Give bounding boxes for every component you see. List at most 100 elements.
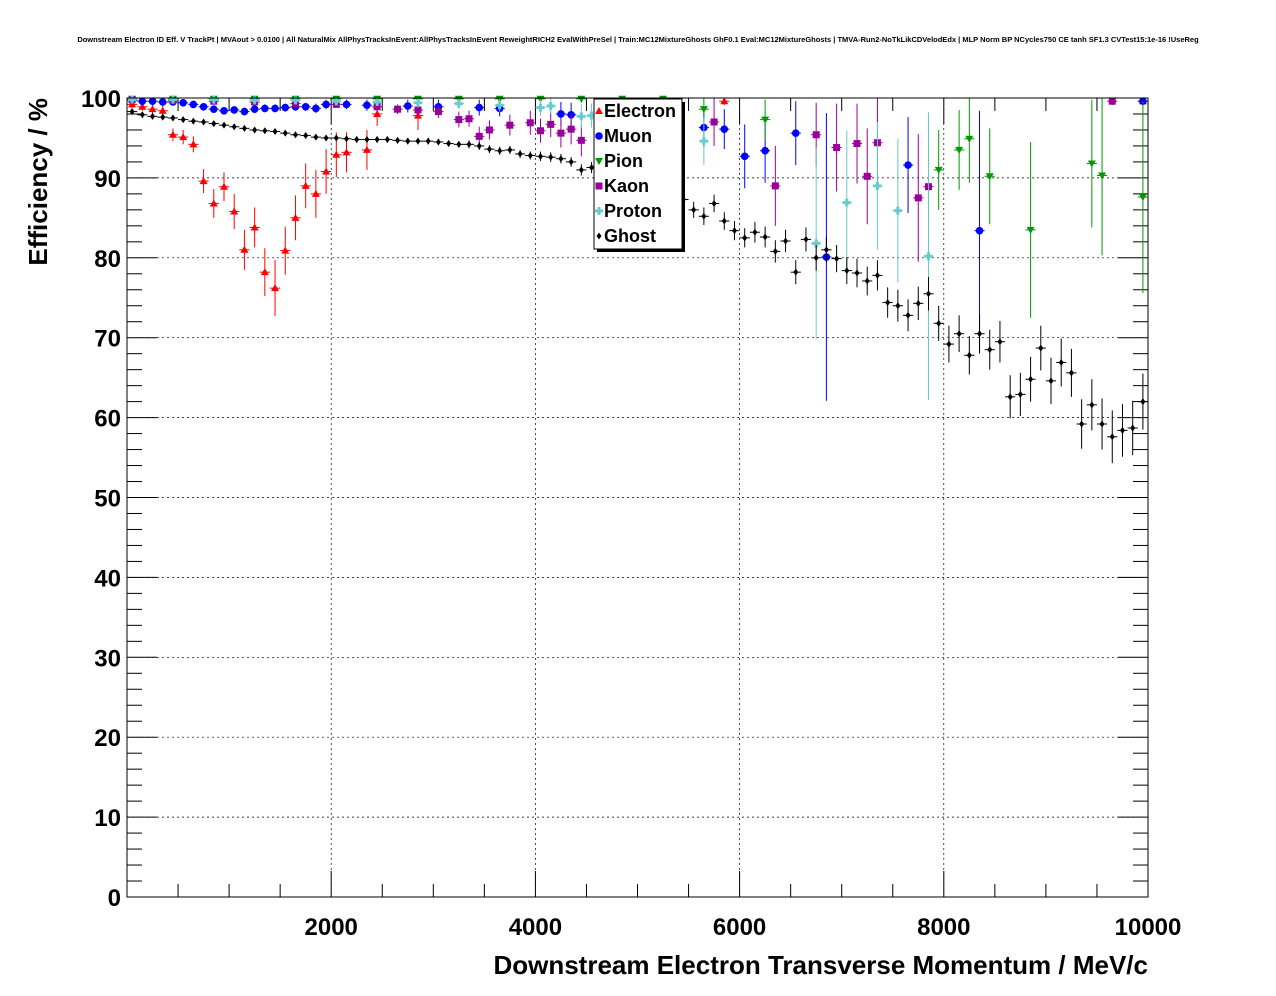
data-point — [842, 198, 851, 207]
data-point — [1109, 433, 1115, 441]
data-point — [374, 136, 380, 144]
data-point — [332, 97, 341, 106]
data-point — [281, 103, 290, 112]
data-point — [936, 319, 942, 327]
data-point — [812, 239, 821, 248]
data-point — [475, 132, 483, 140]
data-point — [914, 194, 922, 202]
data-point — [813, 254, 819, 262]
y-tick-label: 60 — [94, 406, 121, 433]
data-point — [150, 112, 156, 120]
data-point — [303, 132, 309, 140]
data-point — [1089, 401, 1095, 409]
data-point — [526, 119, 534, 127]
data-point — [934, 166, 943, 174]
data-point — [506, 121, 514, 129]
y-tick-label: 20 — [94, 725, 121, 752]
y-axis-label: Efficiency / % — [23, 98, 53, 266]
data-point — [138, 97, 147, 105]
x-tick-label: 6000 — [713, 914, 766, 941]
data-point — [190, 117, 196, 125]
data-point — [455, 116, 463, 124]
data-point — [170, 114, 176, 122]
data-point — [1068, 369, 1074, 377]
legend: Electron Muon Pion Kaon Proton Ghost — [593, 98, 685, 252]
legend-box — [593, 98, 683, 250]
data-point — [465, 115, 473, 123]
y-tick-label: 10 — [94, 805, 121, 832]
data-point — [527, 152, 533, 160]
x-tick-label: 4000 — [509, 914, 562, 941]
data-point — [711, 199, 717, 207]
data-point — [1058, 358, 1064, 366]
data-point — [771, 182, 779, 190]
axes: 2000 4000 6000 8000 10000 0 10 20 30 40 50 60 70 80 90… — [81, 86, 1181, 941]
data-point — [955, 146, 964, 154]
data-point — [740, 152, 749, 161]
data-point — [373, 109, 382, 117]
data-point — [752, 228, 758, 236]
data-point — [209, 95, 218, 104]
data-point — [761, 146, 769, 155]
data-point — [363, 101, 371, 109]
data-point — [168, 95, 177, 104]
data-point — [1119, 426, 1125, 434]
legend-marker — [595, 158, 603, 165]
data-point — [1108, 97, 1116, 105]
data-point — [893, 206, 902, 215]
data-point — [189, 140, 198, 148]
plot-border — [126, 97, 1149, 898]
data-point — [567, 125, 575, 133]
data-point — [333, 134, 339, 142]
data-point — [904, 161, 912, 169]
y-tick-label: 40 — [94, 565, 121, 592]
data-point — [250, 105, 259, 113]
data-point — [201, 118, 207, 126]
data-point — [517, 150, 523, 158]
data-point — [864, 277, 870, 285]
data-point — [344, 135, 350, 143]
data-point — [454, 99, 463, 108]
data-point — [180, 116, 186, 124]
data-point — [691, 206, 697, 214]
legend-marker — [595, 207, 603, 215]
data-point — [312, 104, 320, 113]
data-point — [199, 177, 208, 185]
data-point — [322, 167, 331, 175]
legend-label: Pion — [604, 151, 643, 171]
legend-marker — [596, 232, 602, 240]
data-point — [966, 351, 972, 359]
data-point — [536, 103, 545, 112]
data-point — [761, 116, 770, 124]
y-tick-label: 50 — [94, 486, 121, 513]
series-ghost — [127, 108, 1148, 464]
data-point — [291, 96, 300, 105]
legend-marker — [595, 182, 603, 190]
data-point — [160, 113, 166, 121]
data-point — [772, 247, 778, 255]
data-point — [720, 97, 729, 105]
data-point — [925, 290, 931, 298]
data-point — [179, 98, 187, 107]
data-point — [475, 103, 484, 112]
data-point — [1098, 172, 1107, 180]
data-point — [394, 105, 402, 113]
data-point — [577, 136, 585, 144]
data-point — [272, 128, 278, 136]
data-point — [762, 233, 768, 241]
data-point — [977, 330, 983, 338]
data-point — [221, 121, 227, 129]
data-point — [558, 155, 564, 163]
data-point — [373, 103, 381, 111]
data-point — [291, 213, 300, 221]
data-point — [158, 98, 167, 106]
data-point — [587, 111, 596, 120]
data-point — [456, 140, 462, 148]
series-layer — [127, 95, 1148, 464]
data-point — [262, 127, 268, 135]
data-point — [211, 120, 217, 128]
data-point — [546, 101, 555, 110]
data-point — [476, 142, 482, 150]
data-point — [985, 173, 994, 181]
data-point — [924, 252, 933, 261]
